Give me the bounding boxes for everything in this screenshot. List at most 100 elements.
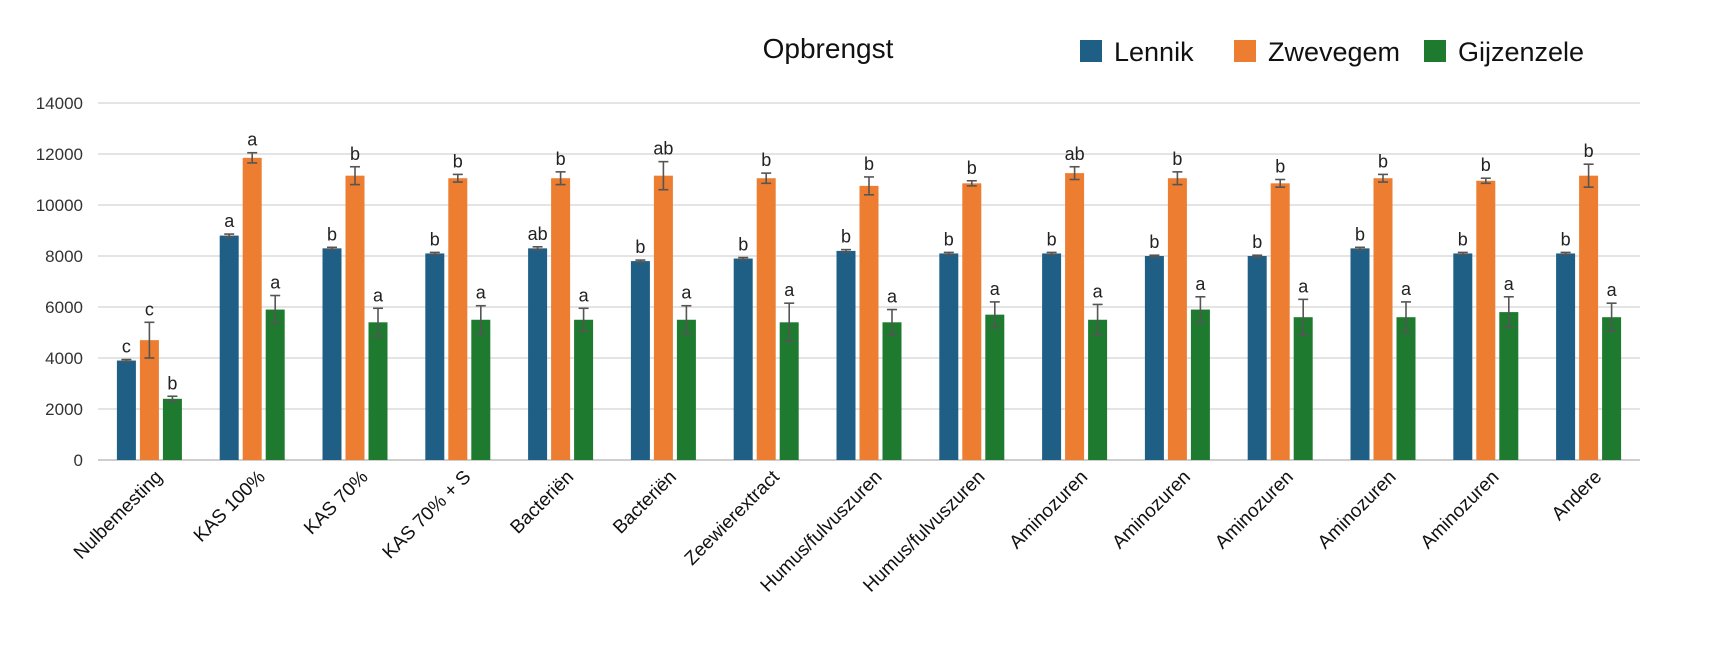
bar-gijzenzele [1190,309,1210,460]
x-tick-label: Nulbemesting [70,467,167,564]
bar-gijzenzele [779,322,799,460]
significance-letter: a [373,285,384,305]
error-bar [1298,298,1309,336]
bar-zwevegem [551,178,571,460]
error-bar [989,301,1000,329]
significance-letter: b [1149,232,1159,252]
significance-letter: b [1172,149,1182,169]
bar-gijzenzele [1602,317,1622,460]
x-tick-label: Aminozuren [1108,467,1195,554]
bar-zwevegem [1476,180,1496,460]
error-bar [532,246,543,251]
significance-letter: a [1093,281,1104,301]
error-bar [761,172,772,185]
significance-letter: b [1355,224,1365,244]
bar-zwevegem [1579,175,1599,461]
error-bar [1606,302,1617,333]
bar-zwevegem [1270,183,1290,460]
error-bar [350,165,360,186]
bar-zwevegem [1373,178,1393,460]
error-bar [1252,254,1263,258]
significance-letter: b [350,144,360,164]
error-bar [1503,295,1514,329]
error-bar [555,171,566,186]
significance-letter: a [1504,274,1515,294]
significance-letter: a [1298,276,1309,296]
y-tick-label: 6000 [45,298,83,317]
bar-zwevegem [448,178,468,460]
legend-label: Lennik [1114,37,1194,67]
legend-swatch [1234,40,1256,62]
bar-lennik [1453,253,1473,460]
error-bar [1149,254,1160,258]
legend-label: Gijzenzele [1458,37,1584,67]
bar-lennik [219,235,239,460]
significance-letter: b [1378,151,1388,171]
x-tick-label: KAS 70% + S [379,467,476,564]
bar-zwevegem [1167,178,1187,460]
error-bar [1092,303,1103,336]
significance-letter: b [1584,141,1594,161]
bars [116,157,1622,461]
bar-gijzenzele [471,319,491,460]
chart-title: Opbrengst [763,33,894,64]
significance-letter: b [1561,229,1571,249]
bar-zwevegem [1065,173,1085,460]
significance-letter: a [784,280,795,300]
significance-letter: b [761,150,771,170]
error-bar [475,304,486,335]
error-bar [1401,301,1411,334]
error-bar [841,248,851,253]
error-bar [681,304,692,335]
x-tick-label: Andere [1548,467,1606,525]
bar-gijzenzele [676,319,696,460]
error-bar [784,302,795,343]
x-tick-label: Bacteriën [609,467,681,539]
significance-letter: b [1252,232,1262,252]
bar-gijzenzele [162,398,182,460]
error-bar [1457,251,1468,256]
y-tick-label: 2000 [45,400,83,419]
x-tick-label: Aminozuren [1211,467,1298,554]
bar-lennik [1556,253,1576,460]
error-bar [864,176,874,196]
bar-zwevegem [345,175,365,461]
legend: Lennik Zwevegem Gijzenzele [1080,37,1584,67]
error-bar [578,307,589,333]
bar-lennik [528,248,548,460]
error-bar [1378,173,1388,183]
legend-label: Zwevegem [1268,37,1400,67]
error-bar [635,259,646,263]
significance-letter: b [635,237,645,257]
legend-item-zwevegem: Zwevegem [1234,37,1400,67]
y-tick-label: 14000 [36,94,83,113]
error-bar [1069,165,1080,181]
bar-zwevegem [756,178,776,460]
y-tick-label: 0 [74,451,83,470]
significance-letter: b [967,158,977,178]
significance-letter: c [145,299,154,319]
significance-letter: b [1481,155,1491,175]
error-bar [1172,171,1183,186]
error-bar [167,395,178,403]
x-tick-label: KAS 70% [300,467,372,539]
y-tick-label: 4000 [45,349,83,368]
x-axis: Nulbemesting KAS 100% KAS 70% KAS 70% + S Ba… [70,466,1606,596]
bar-gijzenzele [1293,317,1313,460]
significance-letter: a [1607,280,1618,300]
error-bar [1275,178,1286,188]
bar-gijzenzele [265,309,285,460]
error-bar [887,308,897,336]
significance-letter: b [841,227,851,247]
bar-gijzenzele [574,319,594,460]
significance-letter: b [738,235,748,255]
bar-lennik [1247,256,1267,460]
bar-lennik [116,360,136,460]
y-tick-label: 10000 [36,196,83,215]
significance-letter: a [1401,279,1412,299]
error-bar [1195,295,1206,324]
bar-lennik [836,250,856,460]
error-bar [943,251,954,256]
significance-letter: a [247,130,258,150]
error-bar [224,233,235,238]
